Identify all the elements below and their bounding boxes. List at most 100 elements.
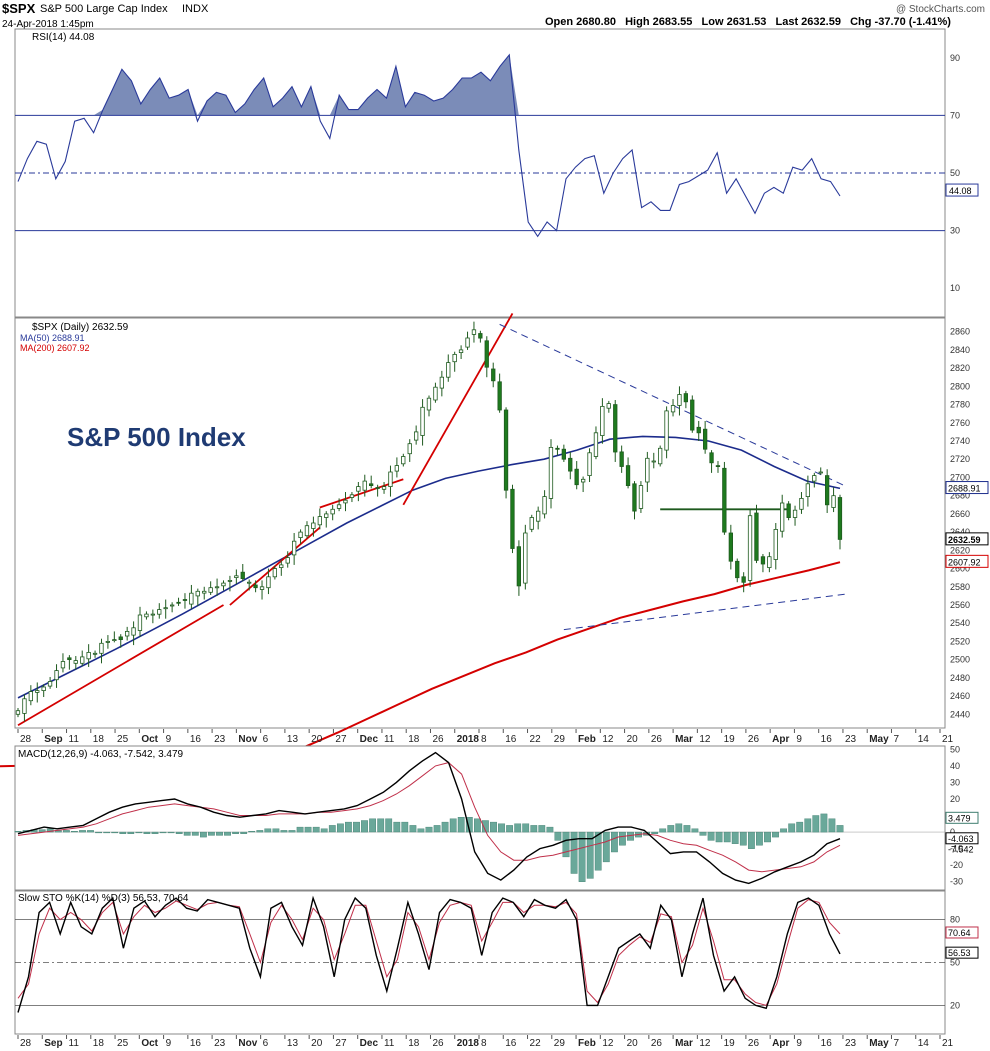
x-tick-label: 26 xyxy=(432,1038,444,1049)
candle xyxy=(99,642,104,654)
candle xyxy=(497,381,502,411)
price-tick-label: 2740 xyxy=(950,436,970,446)
candle xyxy=(195,590,200,597)
x-tick-label: 7 xyxy=(893,1038,899,1049)
macd-histogram-bar xyxy=(836,825,844,833)
candle xyxy=(394,465,400,472)
price-tick-label: 2680 xyxy=(950,491,970,501)
macd-histogram-bar xyxy=(70,831,78,833)
x-tick-label: 13 xyxy=(287,734,299,745)
macd-histogram-bar xyxy=(715,831,723,843)
candle xyxy=(728,532,733,562)
price-tick-label: 2640 xyxy=(950,527,970,537)
x-tick-label: Feb xyxy=(578,1038,596,1049)
macd-tick-label: 0 xyxy=(950,827,955,837)
macd-histogram-bar xyxy=(482,820,489,833)
candle xyxy=(818,471,823,474)
candle xyxy=(503,409,509,491)
macd-histogram-bar xyxy=(578,831,586,882)
macd-histogram-bar xyxy=(417,828,425,833)
stoch-tick-label: 20 xyxy=(950,1000,960,1010)
macd-histogram-bar xyxy=(723,831,731,843)
price-tick-label: 2760 xyxy=(950,418,970,428)
candle xyxy=(15,710,21,715)
candle xyxy=(452,353,457,363)
x-tick-label: 16 xyxy=(505,1038,517,1049)
candle xyxy=(388,471,393,488)
candle xyxy=(747,515,753,581)
macd-histogram-bar xyxy=(570,831,578,874)
rsi-tick-label: 50 xyxy=(950,168,960,178)
x-tick-label: 16 xyxy=(190,734,202,745)
candle xyxy=(362,480,367,491)
macd-histogram-bar xyxy=(498,823,505,833)
x-tick-label: 26 xyxy=(651,1038,663,1049)
stoch-k-last-box xyxy=(945,946,979,959)
candle xyxy=(581,478,586,483)
candle xyxy=(484,340,489,368)
candle xyxy=(735,560,740,579)
x-tick-label: 20 xyxy=(311,1038,323,1049)
candle xyxy=(786,503,791,518)
macd-histogram-bar xyxy=(514,823,522,833)
macd-histogram-bar xyxy=(151,831,159,834)
candle xyxy=(619,451,624,467)
chart-datetime: 24-Apr-2018 1:45pm xyxy=(2,19,94,30)
macd-histogram-bar xyxy=(820,813,828,833)
macd-histogram-bar xyxy=(675,823,683,833)
candle xyxy=(458,349,464,353)
stoch-d-last-box xyxy=(945,926,979,939)
macd-histogram-bar xyxy=(506,825,513,833)
candle xyxy=(356,486,361,492)
candle xyxy=(741,576,746,583)
candle xyxy=(137,614,143,631)
macd-hist-last-label: 3.479 xyxy=(948,813,971,823)
macd-last-box xyxy=(945,832,979,845)
candle xyxy=(792,509,798,518)
candle xyxy=(426,397,432,411)
macd-histogram-bar xyxy=(345,821,352,833)
candle xyxy=(182,599,188,601)
macd-legend: MACD(12,26,9) -4.063, -7.542, 3.479 xyxy=(18,749,184,760)
candle xyxy=(73,660,78,664)
price-tick-label: 2600 xyxy=(950,564,970,574)
chart-name: S&P 500 Large Cap Index xyxy=(40,3,168,15)
x-tick-label: May xyxy=(869,1038,889,1049)
x-tick-label: 26 xyxy=(432,734,444,745)
macd-tick-label: 50 xyxy=(950,744,960,754)
macd-histogram-bar xyxy=(248,831,256,833)
rsi-tick-label: 90 xyxy=(950,53,960,63)
candle xyxy=(291,540,297,556)
macd-histogram-bar xyxy=(183,831,191,836)
macd-histogram-bar xyxy=(691,828,699,833)
candle xyxy=(47,681,53,687)
x-tick-label: 14 xyxy=(918,1038,930,1049)
candle xyxy=(304,525,310,537)
price-tick-label: 2800 xyxy=(950,381,970,391)
macd-histogram-bar xyxy=(87,830,94,833)
watermark: @ StockCharts.com xyxy=(896,4,985,15)
macd-histogram-bar xyxy=(441,821,449,833)
macd-histogram-bar xyxy=(490,821,497,833)
candle xyxy=(471,329,477,335)
candle xyxy=(67,657,72,660)
macd-tick-label: 40 xyxy=(950,761,960,771)
macd-histogram-bar xyxy=(264,828,272,833)
x-tick-label: 19 xyxy=(724,1038,736,1049)
x-tick-label: Nov xyxy=(238,734,257,745)
macd-histogram-bar xyxy=(232,831,239,834)
x-tick-label: 22 xyxy=(530,1038,542,1049)
candle xyxy=(651,460,656,463)
x-tick-label: Mar xyxy=(675,1038,693,1049)
candle xyxy=(80,656,85,664)
candle xyxy=(799,497,804,510)
x-tick-label: 21 xyxy=(942,1038,954,1049)
x-tick-label: 2018 xyxy=(457,1038,480,1049)
candle xyxy=(253,584,258,589)
macd-histogram-bar xyxy=(296,826,304,833)
candle xyxy=(407,443,412,455)
stoch-d-last-label: 70.64 xyxy=(948,928,971,938)
price-tick-label: 2480 xyxy=(950,673,970,683)
macd-histogram-bar xyxy=(119,831,127,834)
price-tick-label: 2580 xyxy=(950,582,970,592)
